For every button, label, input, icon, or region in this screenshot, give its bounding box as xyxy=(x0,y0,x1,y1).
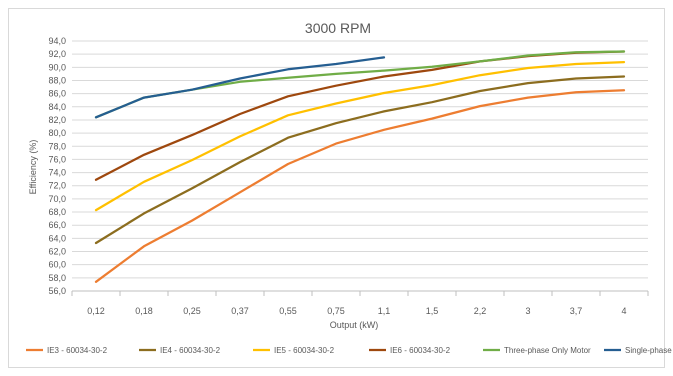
x-tick-label: 0,55 xyxy=(279,306,297,316)
y-tick-label: 64,0 xyxy=(48,233,66,243)
y-tick-label: 72,0 xyxy=(48,181,66,191)
y-tick-label: 56,0 xyxy=(48,286,66,296)
series-line-1 xyxy=(94,75,626,245)
legend: IE3 - 60034-30-2 IE4 - 60034-30-2 IE5 - 60… xyxy=(26,346,673,355)
y-tick-label: 88,0 xyxy=(48,75,66,85)
y-tick-label: 78,0 xyxy=(48,141,66,151)
legend-label: IE4 - 60034-30-2 xyxy=(160,346,221,355)
x-tick-label: 1,5 xyxy=(426,306,439,316)
legend-label: IE5 - 60034-30-2 xyxy=(274,346,335,355)
series-line-0 xyxy=(94,89,626,283)
series-lines xyxy=(94,50,626,283)
y-tick-label: 80,0 xyxy=(48,128,66,138)
chart-title: 3000 RPM xyxy=(305,20,371,36)
x-tick-label: 0,37 xyxy=(231,306,249,316)
x-tick-label: 2,2 xyxy=(474,306,487,316)
x-tick-label: 0,75 xyxy=(327,306,345,316)
chart-frame xyxy=(8,8,665,368)
x-axis-label: Output (kW) xyxy=(330,320,379,330)
y-tick-label: 90,0 xyxy=(48,62,66,72)
y-tick-label: 58,0 xyxy=(48,273,66,283)
y-tick-label: 76,0 xyxy=(48,154,66,164)
x-axis-ticks: 0,12 0,18 0,25 0,37 0,55 0,75 1,1 1,5 2,2 3 3,7 4 xyxy=(71,290,649,316)
x-tick-label: 0,12 xyxy=(87,306,105,316)
series-line-3 xyxy=(94,50,626,181)
y-tick-label: 86,0 xyxy=(48,89,66,99)
x-tick-label: 1,1 xyxy=(378,306,391,316)
y-tick-label: 84,0 xyxy=(48,102,66,112)
legend-label: IE3 - 60034-30-2 xyxy=(47,346,108,355)
y-tick-label: 82,0 xyxy=(48,115,66,125)
y-tick-label: 66,0 xyxy=(48,220,66,230)
series-line-2 xyxy=(94,60,626,212)
legend-label: Three-phase Only Motor xyxy=(504,346,591,355)
y-tick-label: 62,0 xyxy=(48,247,66,257)
y-axis-ticks: 56,0 58,0 60,0 62,0 64,0 66,0 68,0 70,0 72,0 74,0… xyxy=(48,36,66,296)
x-tick-label: 0,25 xyxy=(183,306,201,316)
x-tick-label: 3 xyxy=(525,306,530,316)
gridlines xyxy=(72,40,648,292)
legend-label: IE6 - 60034-30-2 xyxy=(390,346,451,355)
y-tick-label: 60,0 xyxy=(48,260,66,270)
y-tick-label: 68,0 xyxy=(48,207,66,217)
y-axis-label: Efficiency (%) xyxy=(28,140,38,195)
y-tick-label: 94,0 xyxy=(48,36,66,46)
y-tick-label: 70,0 xyxy=(48,194,66,204)
x-tick-label: 3,7 xyxy=(570,306,583,316)
x-tick-label: 0,18 xyxy=(135,306,153,316)
y-tick-label: 74,0 xyxy=(48,168,66,178)
x-tick-label: 4 xyxy=(621,306,626,316)
y-tick-label: 92,0 xyxy=(48,49,66,59)
legend-label: Single-phase Only motor xyxy=(625,346,673,355)
series-line-5 xyxy=(94,56,386,119)
